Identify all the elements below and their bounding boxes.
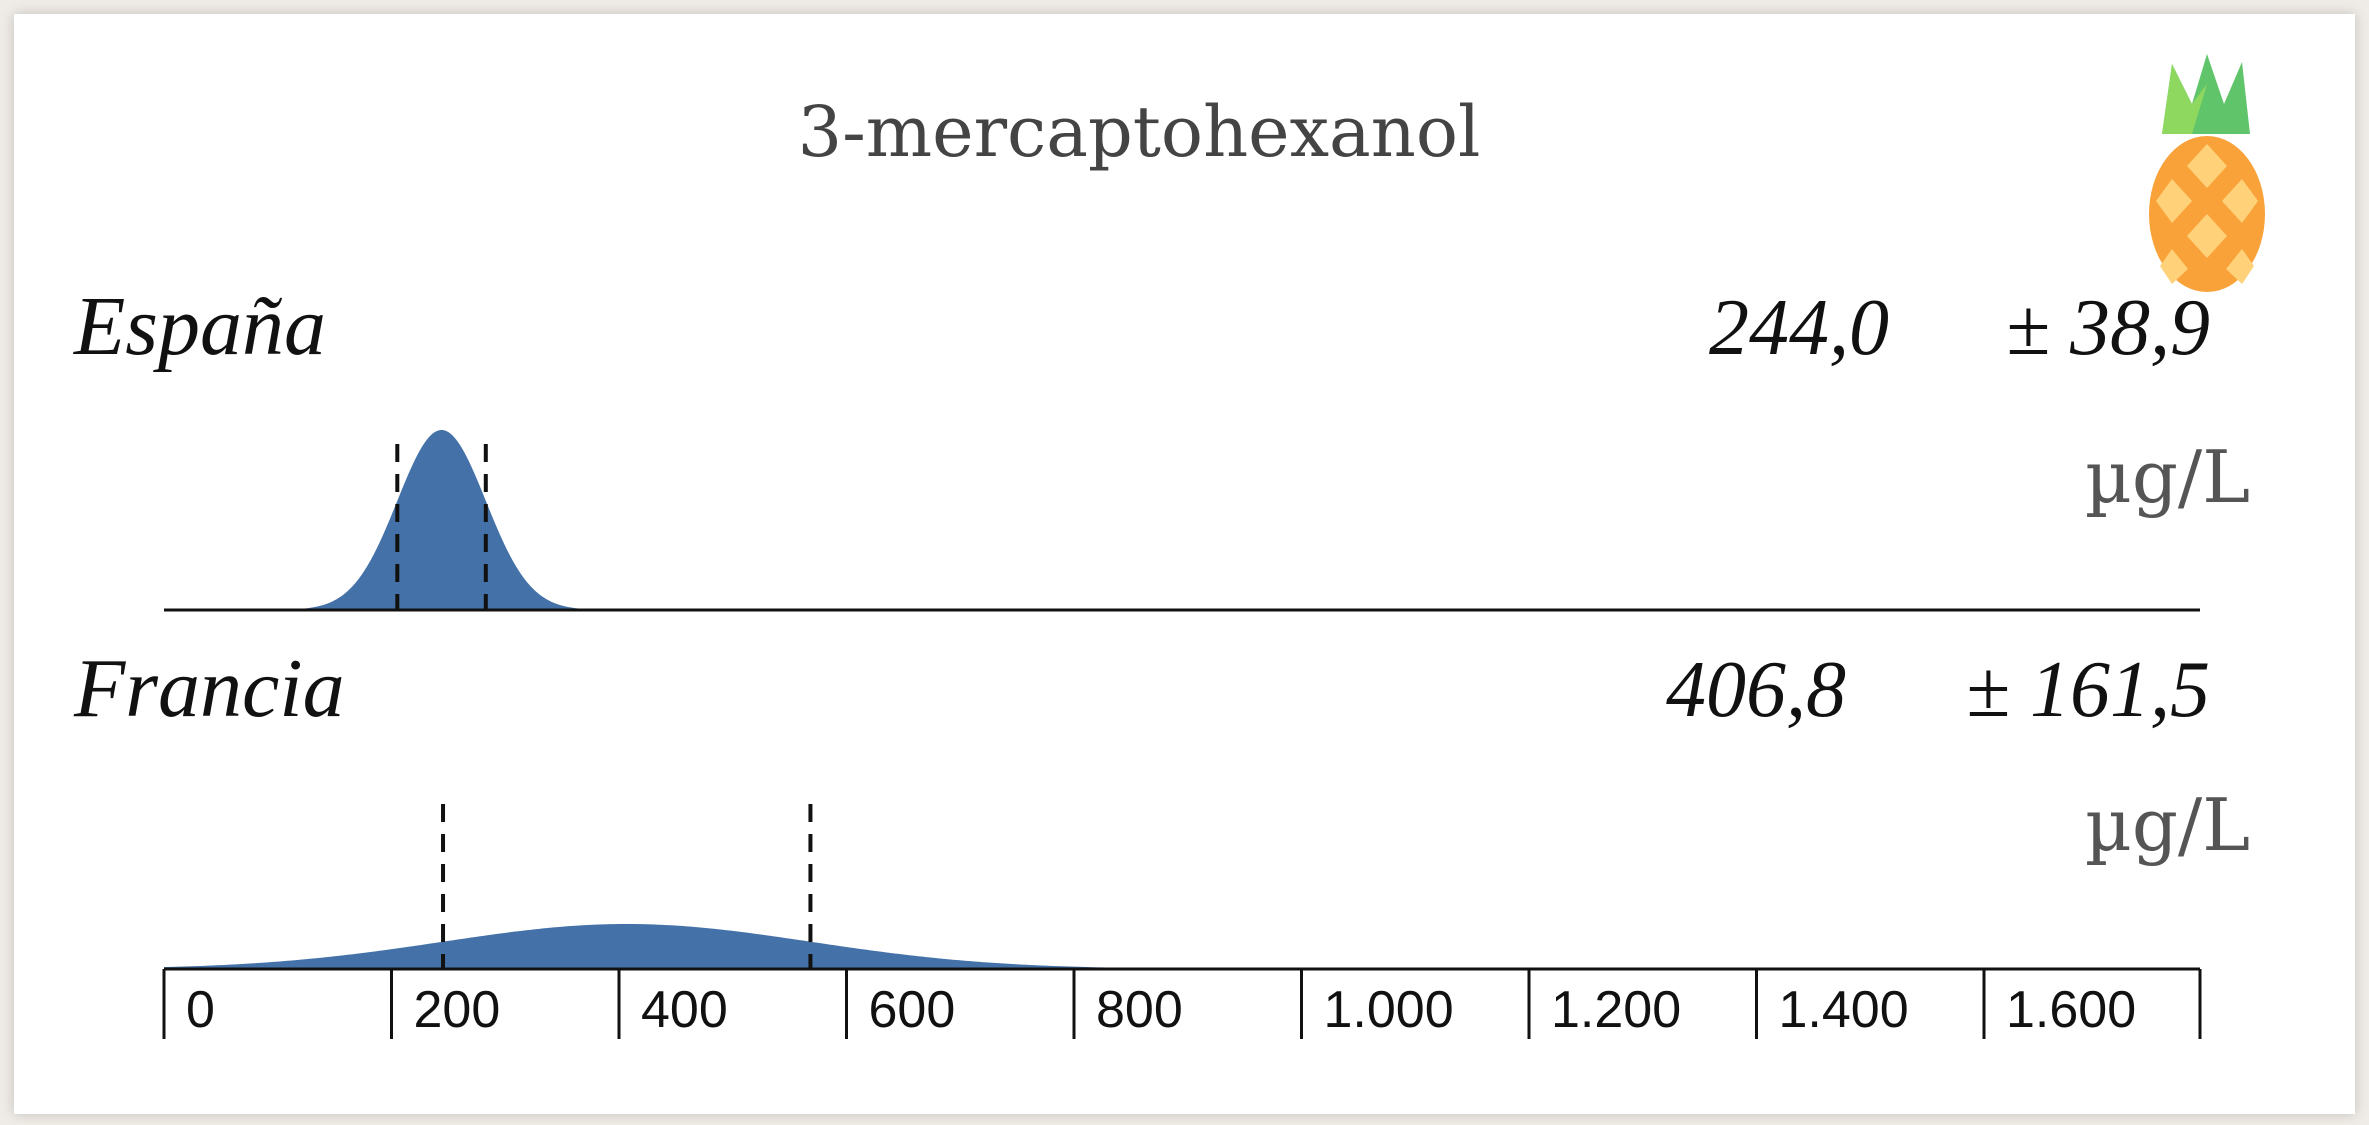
mean-value-francia: 406,8 (1666, 646, 1846, 734)
mean-value-espana: 244,0 (1709, 284, 1889, 372)
x-tick-label: 1.600 (2006, 981, 2136, 1039)
density-plot-francia (164, 804, 1362, 969)
x-axis: 0 200 400 600 800 1.000 1.200 1.400 1.600 (162, 967, 2202, 1039)
x-tick-label: 400 (641, 981, 728, 1039)
series-name-espana: España (73, 280, 326, 373)
x-tick-label: 600 (869, 981, 956, 1039)
pineapple-icon (2149, 54, 2265, 292)
unit-francia: µg/L (2085, 783, 2250, 867)
sd-value-espana: ± 38,9 (2006, 284, 2210, 372)
x-tick-label: 1.000 (1324, 981, 1454, 1039)
unit-espana: µg/L (2085, 435, 2250, 519)
chart-svg: 3-mercaptohexanol España 244,0 ± 38,9 µg… (73, 54, 2265, 1039)
panel-espana: España 244,0 ± 38,9 µg/L (73, 280, 2250, 612)
density-area-espana (264, 430, 619, 610)
panel-francia: Francia 406,8 ± 161,5 µg/L (73, 642, 2250, 969)
density-plot-espana (164, 430, 2200, 612)
series-name-francia: Francia (73, 642, 345, 735)
chart-title: 3-mercaptohexanol (798, 91, 1481, 173)
chart-card: 3-mercaptohexanol España 244,0 ± 38,9 µg… (14, 14, 2355, 1114)
x-tick-label: 200 (414, 981, 501, 1039)
x-tick-label: 800 (1096, 981, 1183, 1039)
x-tick-label: 1.200 (1551, 981, 1681, 1039)
x-tick-label: 0 (186, 981, 215, 1039)
density-area-francia (164, 924, 1362, 969)
x-tick-label: 1.400 (1779, 981, 1909, 1039)
sd-value-francia: ± 161,5 (1966, 646, 2210, 734)
